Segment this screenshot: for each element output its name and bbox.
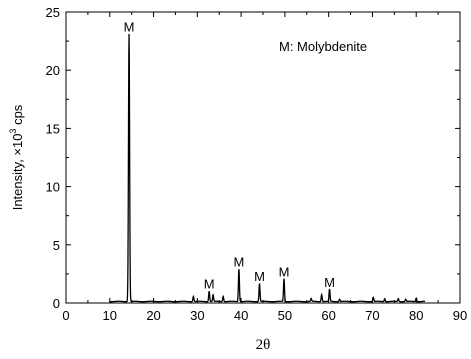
x-tick-label: 20 [146, 308, 160, 323]
y-tick-label: 5 [53, 238, 60, 253]
y-axis-title: Intensity, ×103 cps [8, 104, 25, 210]
x-tick-label: 30 [190, 308, 204, 323]
peak-label: M [204, 277, 215, 292]
legend-note: M: Molybdenite [279, 39, 367, 54]
peak-label: M [324, 275, 335, 290]
x-tick-label: 10 [103, 308, 117, 323]
y-axis-title-pre: Intensity, ×10 [10, 134, 25, 211]
plot-frame [65, 11, 461, 304]
x-tick-label: 80 [409, 308, 423, 323]
y-tick-label: 0 [53, 296, 60, 311]
y-tick-label: 10 [46, 180, 60, 195]
x-tick-label: 70 [365, 308, 379, 323]
y-axis-title-post: cps [10, 104, 25, 128]
peak-label: M [124, 19, 135, 34]
x-tick-label: 0 [62, 308, 69, 323]
y-tick-label: 15 [46, 121, 60, 136]
y-tick-label: 20 [46, 63, 60, 78]
peak-label: M [279, 264, 290, 279]
peak-label: M [234, 254, 245, 269]
x-axis-title: 2θ [256, 337, 271, 353]
x-tick-label: 50 [278, 308, 292, 323]
x-tick-label: 60 [321, 308, 335, 323]
peak-label: M [254, 269, 265, 284]
x-tick-label: 90 [453, 308, 467, 323]
y-axis-title-sup: 3 [8, 129, 18, 134]
x-tick-label: 40 [234, 308, 248, 323]
y-tick-label: 25 [46, 5, 60, 20]
diffraction-pattern-line [109, 33, 426, 303]
